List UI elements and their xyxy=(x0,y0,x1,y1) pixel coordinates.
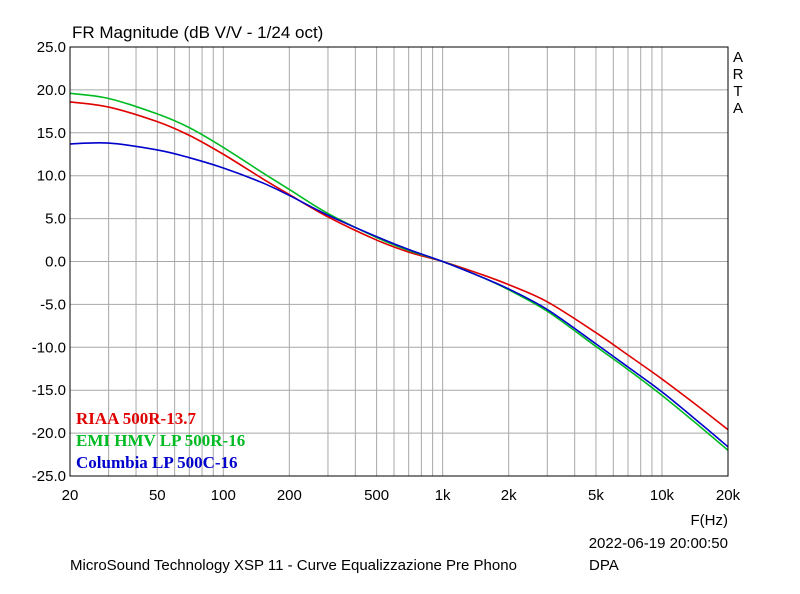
x-axis-label: F(Hz) xyxy=(691,512,729,529)
legend-entry: RIAA 500R-13.7 xyxy=(76,409,196,428)
y-tick-label: 5.0 xyxy=(45,211,66,228)
side-label-letter: A xyxy=(733,49,743,66)
grid xyxy=(70,47,728,476)
series-line-2 xyxy=(69,92,729,451)
side-label-letter: R xyxy=(733,66,744,83)
x-tick-label: 10k xyxy=(650,487,675,504)
y-tick-label: 10.0 xyxy=(37,168,66,185)
side-label-letter: A xyxy=(733,100,743,117)
footer-right: DPA xyxy=(589,557,619,574)
y-tick-labels: 25.0 20.0 15.0 10.0 5.0 0.0 -5.0 -10.0 -15.0 -20.… xyxy=(32,39,66,485)
plot-frame xyxy=(69,46,729,477)
y-tick-label: 20.0 xyxy=(37,82,66,99)
x-tick-label: 2k xyxy=(501,487,517,504)
y-tick-label: 25.0 xyxy=(37,39,66,56)
y-tick-label: 15.0 xyxy=(37,125,66,142)
x-tick-label: 500 xyxy=(364,487,389,504)
x-tick-label: 50 xyxy=(149,487,166,504)
x-tick-label: 20 xyxy=(62,487,79,504)
series-line-3 xyxy=(69,141,729,448)
x-tick-labels: 20 50 100 200 500 1k 2k 5k 10k 20k xyxy=(62,487,741,504)
legend: RIAA 500R-13.7 EMI HMV LP 500R-16 Columbia… xyxy=(76,409,245,472)
x-tick-label: 5k xyxy=(588,487,604,504)
timestamp: 2022-06-19 20:00:50 xyxy=(589,535,728,552)
series-line-1 xyxy=(69,101,729,431)
y-tick-label: 0.0 xyxy=(45,254,66,271)
x-tick-label: 20k xyxy=(716,487,741,504)
side-label-letter: T xyxy=(733,83,742,100)
x-tick-label: 1k xyxy=(435,487,451,504)
y-tick-label: -10.0 xyxy=(32,339,66,356)
x-tick-label: 200 xyxy=(277,487,302,504)
legend-entry: EMI HMV LP 500R-16 xyxy=(76,431,245,450)
x-tick-label: 100 xyxy=(211,487,236,504)
series-lines xyxy=(69,92,729,451)
y-tick-label: -25.0 xyxy=(32,468,66,485)
chart-title: FR Magnitude (dB V/V - 1/24 oct) xyxy=(72,23,323,42)
y-tick-label: -20.0 xyxy=(32,425,66,442)
y-tick-label: -5.0 xyxy=(40,296,66,313)
legend-entry: Columbia LP 500C-16 xyxy=(76,453,238,472)
footer-left: MicroSound Technology XSP 11 - Curve Equ… xyxy=(70,557,517,574)
y-tick-label: -15.0 xyxy=(32,382,66,399)
